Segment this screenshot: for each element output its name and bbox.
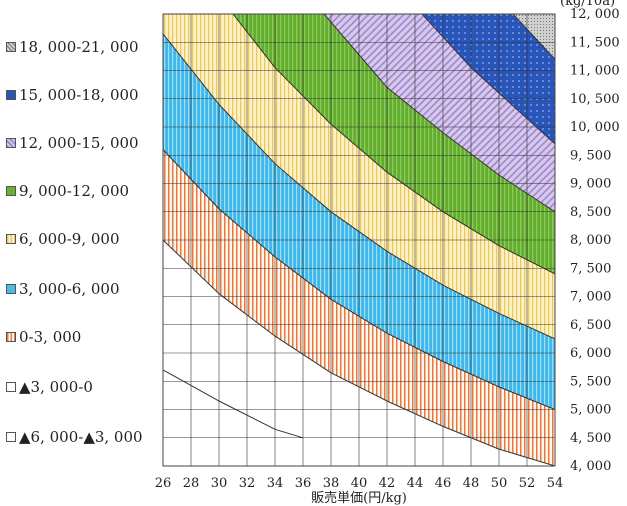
boundary-line (323, 14, 555, 213)
boundary-line (163, 149, 555, 410)
y-tick-label: 9, 500 (570, 148, 611, 163)
y-tick-label: 8, 500 (570, 205, 611, 220)
x-tick-label: 36 (295, 476, 312, 491)
y-tick-labels: 4, 000 4, 500 5, 000 5, 500 6, 000 6, 500 7, 0… (570, 7, 620, 474)
x-tick-label: 54 (547, 476, 564, 491)
y-tick-label: 10, 000 (570, 120, 620, 135)
x-tick-label: 40 (351, 476, 368, 491)
legend-item: 3, 000-6, 000 (6, 280, 120, 298)
y-tick-label: 11, 000 (570, 64, 620, 79)
legend-swatch (6, 90, 16, 100)
legend-swatch (6, 234, 16, 244)
legend-item: 15, 000-18, 000 (6, 86, 139, 104)
legend-swatch (6, 186, 16, 196)
plot-frame (162, 13, 556, 467)
x-tick-label: 30 (211, 476, 228, 491)
legend-swatch (6, 138, 16, 148)
boundary-line (512, 14, 555, 60)
legend-label: ▲3, 000-0 (19, 378, 93, 396)
legend-swatch (6, 432, 16, 442)
legend-label: ▲6, 000-▲3, 000 (19, 428, 143, 446)
y-tick-label: 10, 500 (570, 92, 620, 107)
x-tick-label: 44 (407, 476, 424, 491)
legend-item: 18, 000-21, 000 (6, 38, 139, 56)
x-tick-label: 42 (379, 476, 396, 491)
x-axis-label: 販売単価(円/kg) (311, 490, 407, 506)
legend-label: 15, 000-18, 000 (19, 86, 139, 104)
legend-label: 12, 000-15, 000 (19, 134, 139, 152)
legend-item: 9, 000-12, 000 (6, 182, 129, 200)
x-tick-label: 50 (491, 476, 508, 491)
y-tick-label: 8, 000 (570, 233, 611, 248)
boundary-line (421, 14, 555, 145)
y-tick-label: 5, 000 (570, 403, 611, 418)
y-tick-label: 5, 500 (570, 374, 611, 389)
legend-swatch (6, 382, 16, 392)
boundary-line (163, 239, 555, 466)
y-tick-label: 4, 000 (570, 459, 611, 474)
boundary-line (163, 33, 555, 340)
legend-swatch (6, 42, 16, 52)
x-tick-label: 38 (323, 476, 340, 491)
y-tick-label: 6, 500 (570, 318, 611, 333)
y-tick-label: 9, 000 (570, 177, 611, 192)
y-tick-label: 4, 500 (570, 431, 611, 446)
x-tick-label: 26 (155, 476, 172, 491)
area-15000-18000 (422, 14, 555, 144)
x-tick-label: 48 (463, 476, 480, 491)
legend-label: 18, 000-21, 000 (19, 38, 139, 56)
x-tick-label: 28 (183, 476, 200, 491)
legend-item: ▲3, 000-0 (6, 378, 93, 396)
x-tick-label: 46 (435, 476, 452, 491)
y-tick-label: 7, 000 (570, 290, 611, 305)
x-tick-labels: 26 28 30 32 34 36 38 40 42 44 46 48 50 52 54 (155, 476, 564, 491)
y-axis-label: (kg/10a) (560, 0, 615, 9)
legend-label: 3, 000-6, 000 (19, 280, 120, 298)
y-tick-label: 6, 000 (570, 346, 611, 361)
legend-label: 9, 000-12, 000 (19, 182, 130, 200)
x-tick-label: 32 (239, 476, 256, 491)
y-tick-label: 7, 500 (570, 261, 611, 276)
x-tick-label: 52 (519, 476, 536, 491)
legend-label: 0-3, 000 (19, 328, 82, 346)
x-tick-label: 34 (267, 476, 284, 491)
legend-item: 12, 000-15, 000 (6, 134, 139, 152)
y-tick-label: 11, 500 (570, 35, 620, 50)
legend-swatch (6, 284, 16, 294)
legend-item: 0-3, 000 (6, 328, 81, 346)
y-tick-label: 12, 000 (570, 7, 620, 22)
boundary-line (163, 369, 304, 439)
legend-item: 6, 000-9, 000 (6, 230, 120, 248)
legend-label: 6, 000-9, 000 (19, 230, 120, 248)
legend-item: ▲6, 000-▲3, 000 (6, 428, 143, 446)
legend-swatch (6, 332, 16, 342)
boundary-line (232, 14, 555, 275)
boundary-curves (163, 14, 555, 466)
